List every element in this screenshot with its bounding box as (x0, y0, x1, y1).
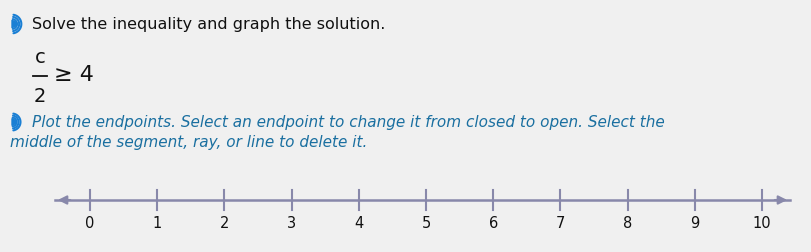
Polygon shape (12, 118, 16, 125)
Text: 2: 2 (220, 216, 229, 231)
Text: 5: 5 (421, 216, 430, 231)
Text: 0: 0 (85, 216, 95, 231)
Text: c: c (35, 48, 45, 67)
Text: Solve the inequality and graph the solution.: Solve the inequality and graph the solut… (32, 16, 385, 32)
Text: Plot the endpoints. Select an endpoint to change it from closed to open. Select : Plot the endpoints. Select an endpoint t… (32, 114, 664, 130)
Text: middle of the segment, ray, or line to delete it.: middle of the segment, ray, or line to d… (10, 135, 367, 149)
Text: 6: 6 (488, 216, 497, 231)
Text: 10: 10 (752, 216, 770, 231)
Text: 2: 2 (34, 87, 46, 106)
Text: 8: 8 (622, 216, 632, 231)
Text: 1: 1 (152, 216, 161, 231)
Polygon shape (12, 20, 17, 28)
Text: ≥ 4: ≥ 4 (54, 65, 94, 85)
Text: 9: 9 (689, 216, 698, 231)
Text: 4: 4 (354, 216, 363, 231)
Text: 3: 3 (286, 216, 296, 231)
Text: 7: 7 (555, 216, 564, 231)
